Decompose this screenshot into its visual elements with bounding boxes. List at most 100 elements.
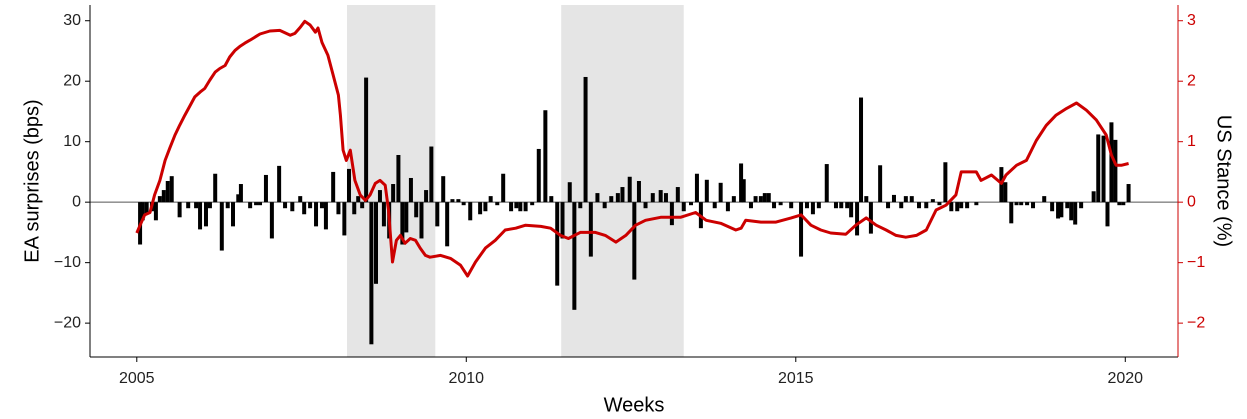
bar bbox=[169, 176, 174, 203]
bar bbox=[483, 202, 488, 212]
bar bbox=[937, 202, 942, 206]
bar bbox=[1031, 202, 1036, 209]
bar bbox=[748, 202, 753, 209]
y2-tick-label: 3 bbox=[1187, 12, 1196, 29]
bar bbox=[778, 202, 783, 206]
bar bbox=[319, 202, 324, 209]
bar bbox=[1101, 135, 1106, 203]
bar bbox=[377, 190, 382, 203]
bar bbox=[1056, 202, 1061, 219]
bar bbox=[1113, 139, 1118, 203]
bar bbox=[478, 202, 483, 215]
bar bbox=[254, 202, 259, 206]
bar bbox=[930, 199, 935, 203]
bar bbox=[461, 202, 466, 206]
bar bbox=[804, 202, 809, 209]
bar bbox=[549, 196, 554, 203]
bar bbox=[766, 193, 771, 203]
bar bbox=[543, 110, 548, 203]
bar bbox=[681, 202, 686, 212]
bar bbox=[816, 202, 821, 209]
bar bbox=[450, 199, 455, 203]
bar bbox=[974, 202, 979, 206]
bar bbox=[959, 202, 964, 209]
bar bbox=[772, 202, 777, 209]
bar bbox=[694, 173, 699, 203]
bar bbox=[1025, 202, 1030, 206]
bar bbox=[369, 202, 374, 345]
bar bbox=[364, 77, 369, 203]
bar bbox=[712, 202, 717, 209]
bar bbox=[1059, 202, 1064, 218]
bar bbox=[689, 202, 694, 206]
bar bbox=[177, 202, 182, 218]
bar bbox=[824, 164, 829, 203]
bar bbox=[219, 202, 224, 251]
bar bbox=[855, 202, 860, 236]
bar bbox=[924, 202, 929, 209]
bar bbox=[396, 154, 401, 203]
bar bbox=[658, 190, 663, 203]
bar bbox=[277, 165, 282, 203]
shaded-region bbox=[561, 5, 684, 357]
bar bbox=[153, 202, 158, 221]
bar bbox=[1105, 202, 1110, 227]
bar bbox=[595, 193, 600, 203]
bar bbox=[404, 202, 409, 233]
bar bbox=[342, 202, 347, 236]
bar bbox=[741, 179, 746, 203]
bar bbox=[965, 202, 970, 209]
bar bbox=[283, 202, 288, 209]
bar bbox=[323, 202, 328, 230]
bar bbox=[810, 202, 815, 215]
bar bbox=[263, 174, 268, 203]
y-axis-title: EA surprises (bps) bbox=[21, 99, 43, 262]
bar bbox=[381, 202, 386, 227]
bar bbox=[1109, 122, 1114, 203]
bar bbox=[419, 202, 424, 239]
bar bbox=[636, 181, 641, 203]
bar bbox=[441, 176, 446, 203]
bar bbox=[157, 196, 162, 203]
bar bbox=[523, 202, 528, 212]
bar bbox=[864, 196, 869, 203]
y-tick-label: 0 bbox=[72, 193, 81, 210]
bar bbox=[845, 202, 850, 209]
bar bbox=[238, 184, 243, 203]
y2-tick-label: 0 bbox=[1187, 193, 1196, 210]
bar bbox=[374, 202, 379, 284]
bar bbox=[1069, 202, 1074, 221]
bar bbox=[878, 165, 883, 203]
bar bbox=[429, 146, 434, 203]
bar bbox=[1091, 191, 1096, 203]
bar bbox=[1042, 196, 1047, 203]
x-tick-label: 2010 bbox=[448, 370, 484, 387]
bar bbox=[140, 202, 145, 221]
bar bbox=[572, 202, 577, 310]
bar bbox=[891, 194, 896, 203]
bar bbox=[298, 196, 303, 203]
bar bbox=[1073, 202, 1078, 225]
bar bbox=[1019, 202, 1024, 206]
bar bbox=[408, 177, 413, 203]
bar bbox=[336, 202, 341, 215]
bar bbox=[899, 202, 904, 209]
bar bbox=[435, 202, 440, 227]
bar bbox=[194, 202, 199, 209]
bar bbox=[669, 202, 674, 226]
y2-tick-label: −1 bbox=[1187, 254, 1205, 271]
bar bbox=[588, 202, 593, 257]
bar bbox=[186, 202, 191, 209]
shaded-region bbox=[347, 5, 436, 357]
bar bbox=[1014, 202, 1019, 206]
bar bbox=[198, 202, 203, 230]
bar bbox=[675, 187, 680, 203]
bar bbox=[536, 148, 541, 203]
bar bbox=[602, 202, 607, 209]
bar bbox=[400, 202, 405, 245]
bar bbox=[207, 202, 212, 209]
bar bbox=[213, 173, 218, 203]
bar bbox=[955, 202, 960, 212]
bar bbox=[739, 163, 744, 203]
bar bbox=[308, 202, 313, 209]
